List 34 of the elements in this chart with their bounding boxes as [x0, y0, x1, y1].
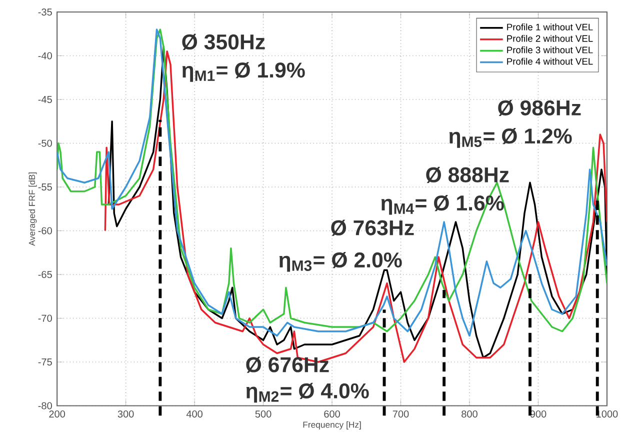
annotation: Ø 763Hz	[331, 220, 414, 236]
annotation: Ø 350Hz	[182, 34, 265, 50]
y-tick-label: -75	[38, 358, 52, 366]
annotation: η$_{M1}$= Ø 1.9%	[182, 62, 305, 82]
x-tick-label: 500	[255, 410, 272, 418]
annotation: η$_{M3}$= Ø 2.0%	[279, 252, 402, 272]
legend-label: Profile 3 without VEL	[507, 46, 593, 54]
annotation: Ø 888Hz	[426, 166, 509, 184]
x-tick-label: 300	[118, 410, 134, 418]
x-tick-label: 600	[324, 410, 340, 418]
x-tick-label: 400	[186, 410, 202, 418]
x-tick-label: 200	[49, 410, 66, 418]
legend-label: Profile 1 without VEL	[507, 24, 593, 30]
annotation: η$_{M2}$= Ø 4.0%	[246, 382, 369, 403]
x-tick-label: 900	[530, 410, 546, 418]
annotation: Ø 986Hz	[498, 100, 581, 116]
x-tick-label: 800	[462, 410, 478, 418]
y-tick-label: -55	[38, 184, 52, 191]
annotation: η$_{M5}$= Ø 1.2%	[449, 128, 572, 148]
y-tick-label: -40	[38, 52, 52, 60]
x-axis-title: Frequency [Hz]	[303, 421, 361, 430]
y-tick-label: -70	[38, 314, 52, 322]
y-axis-title: Averaged FRF [dB]	[28, 172, 37, 246]
y-tick-label: -45	[38, 96, 52, 104]
annotation: Ø 676Hz	[246, 356, 329, 373]
y-tick-label: -65	[38, 271, 52, 278]
y-tick-label: -35	[38, 8, 52, 16]
x-tick-label: 1000	[596, 410, 618, 418]
legend-label: Profile 2 without VEL	[507, 35, 593, 42]
legend-label: Profile 4 without VEL	[507, 58, 593, 65]
x-tick-label: 700	[392, 410, 409, 418]
y-tick-label: -60	[38, 227, 52, 234]
y-tick-label: -80	[38, 402, 52, 410]
y-tick-label: -50	[38, 140, 52, 147]
